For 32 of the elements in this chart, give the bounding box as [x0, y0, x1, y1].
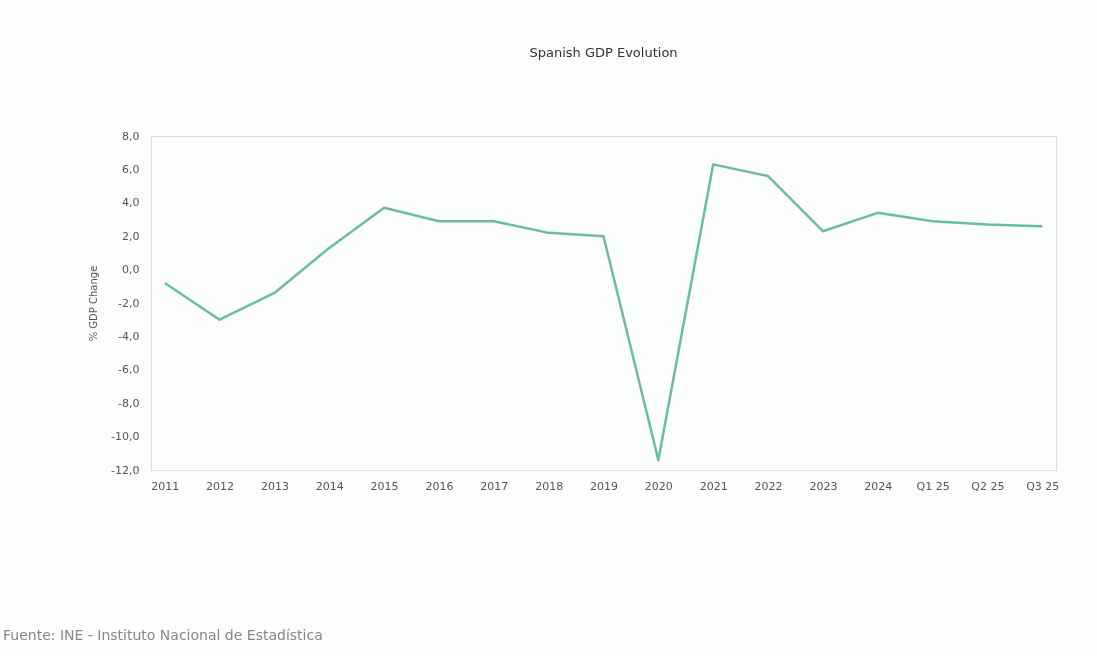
x-tick-label: 2011: [151, 479, 180, 493]
y-tick-label: 8,0: [122, 129, 140, 143]
y-tick-label: -12,0: [111, 463, 140, 477]
y-tick-label: -2,0: [118, 296, 140, 310]
x-tick-label: 2014: [315, 479, 344, 493]
y-tick-label: 6,0: [122, 162, 140, 176]
x-tick-label: 2013: [260, 479, 289, 493]
x-tick-label: 2016: [425, 479, 454, 493]
y-tick-label: -10,0: [111, 430, 140, 444]
x-tick-label: 2023: [809, 479, 838, 493]
x-tick-label: 2020: [644, 479, 673, 493]
x-tick-label: Q3 25: [1026, 479, 1060, 493]
y-tick-label: 4,0: [122, 196, 140, 210]
y-tick-label: -4,0: [118, 329, 140, 343]
x-tick-label: 2018: [535, 479, 564, 493]
source-note: Fuente: INE - Instituto Nacional de Estadística: [3, 627, 323, 643]
y-tick-label: 2,0: [122, 229, 140, 243]
x-tick-label: 2012: [206, 479, 235, 493]
y-axis-title: % GDP Change: [88, 265, 100, 342]
y-tick-label: 0,0: [122, 263, 140, 277]
line-series: [163, 163, 1044, 462]
y-tick-label: -6,0: [118, 363, 140, 377]
chart-title: Spanish GDP Evolution: [529, 45, 678, 60]
x-tick-label: 2019: [590, 479, 618, 493]
x-tick-label: 2024: [864, 479, 893, 493]
x-tick-label: 2021: [699, 479, 728, 493]
y-tick-label: -8,0: [118, 396, 140, 410]
x-tick-label: 2017: [480, 479, 509, 493]
x-tick-label: Q2 25: [971, 479, 1005, 493]
x-tick-label: 2015: [370, 479, 399, 493]
x-tick-label: Q1 25: [916, 479, 950, 493]
x-tick-label: 2022: [754, 479, 783, 493]
